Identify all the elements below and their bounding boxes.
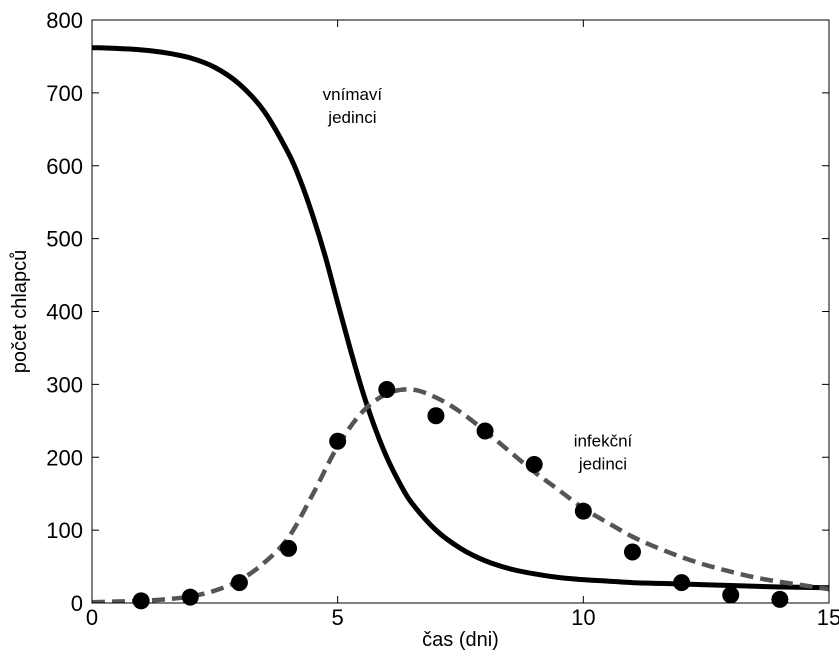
y-tick-label: 400	[46, 300, 83, 325]
data-point	[771, 590, 789, 608]
data-point	[476, 422, 494, 440]
data-point	[673, 574, 691, 592]
annotation-line: jedinci	[327, 108, 376, 127]
x-tick-label: 15	[817, 605, 839, 630]
x-tick-label: 0	[86, 605, 98, 630]
tick-layer: 0 5 10 15 0 100 200 300 400 500 600 700 800	[46, 8, 839, 630]
y-tick-label: 800	[46, 8, 83, 33]
data-point	[525, 456, 543, 474]
susceptible-curve	[92, 45, 829, 591]
annotation-line: infekční	[574, 431, 633, 450]
data-point	[132, 592, 150, 610]
y-tick-label: 700	[46, 81, 83, 106]
y-tick-label: 600	[46, 154, 83, 179]
annotation-line: vnímaví	[323, 85, 383, 104]
y-tick-label: 200	[46, 445, 83, 470]
annotation-layer: vnímaví jedinci infekční jedinci	[323, 85, 633, 473]
y-axis-title: počet chlapců	[9, 250, 31, 373]
infected-curve	[92, 387, 829, 603]
data-point	[623, 543, 641, 561]
y-tick-label: 0	[71, 591, 83, 616]
data-point	[427, 407, 445, 425]
data-point	[574, 502, 592, 520]
data-point	[181, 588, 199, 606]
data-point	[329, 432, 347, 450]
x-tick-label: 10	[571, 605, 595, 630]
y-tick-label: 500	[46, 227, 83, 252]
x-axis-title: čas (dni)	[422, 629, 499, 651]
y-tick-label: 300	[46, 372, 83, 397]
series-annotation: infekční jedinci	[574, 431, 633, 473]
data-point	[722, 586, 740, 604]
series-annotation: vnímaví jedinci	[323, 85, 383, 127]
data-point	[230, 574, 248, 592]
y-tick-label: 100	[46, 518, 83, 543]
x-tick-label: 5	[332, 605, 344, 630]
data-point	[378, 380, 396, 398]
data-point	[280, 539, 298, 557]
series-layer	[92, 45, 829, 610]
annotation-line: jedinci	[578, 454, 627, 473]
